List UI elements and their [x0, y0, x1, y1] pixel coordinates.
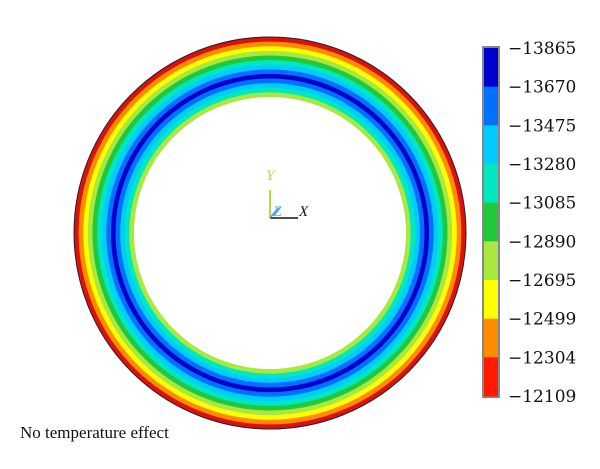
colorbar-label-5: −13085: [508, 194, 576, 214]
y-axis-label: Y: [266, 168, 276, 184]
colorbar-band-2: [484, 86, 498, 126]
colorbar-band-5: [484, 202, 498, 242]
colorbar-label-8: −12499: [508, 310, 576, 330]
z-axis-label: Z: [273, 204, 282, 220]
coordinate-triad: Y X Z: [266, 168, 309, 220]
colorbar-label-9: −12304: [508, 348, 576, 368]
colorbar-band-7: [484, 280, 498, 320]
colorbar-band-6: [484, 241, 498, 281]
ring-outline: [73, 36, 467, 430]
figure-caption: No temperature effect: [20, 423, 169, 442]
colorbar-label-3: −13475: [508, 116, 576, 136]
colorbar-band-4: [484, 164, 498, 204]
colorbar-label-7: −12695: [508, 271, 576, 291]
colorbar: −13865 −13670 −13475 −13280 −13085 −12890 −126…: [482, 39, 576, 407]
colorbar-label-1: −13865: [508, 39, 576, 59]
colorbar-label-6: −12890: [508, 232, 576, 252]
colorbar-band-9: [484, 357, 498, 397]
colorbar-band-1: [484, 48, 498, 88]
colorbar-label-4: −13280: [508, 155, 576, 175]
colorbar-label-2: −13670: [508, 78, 576, 98]
stress-ring: [73, 36, 467, 430]
colorbar-band-3: [484, 125, 498, 165]
ring-hole: [134, 97, 406, 369]
colorbar-band-8: [484, 318, 498, 358]
colorbar-label-10: −12109: [508, 387, 576, 407]
z-axis-line: [269, 207, 279, 219]
x-axis-label: X: [298, 204, 309, 220]
